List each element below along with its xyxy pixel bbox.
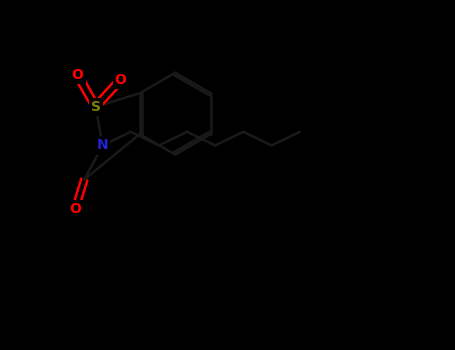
Text: O: O [71, 68, 83, 82]
Text: S: S [91, 100, 101, 114]
Text: O: O [69, 202, 81, 216]
Text: O: O [115, 72, 126, 86]
Text: N: N [96, 139, 108, 153]
